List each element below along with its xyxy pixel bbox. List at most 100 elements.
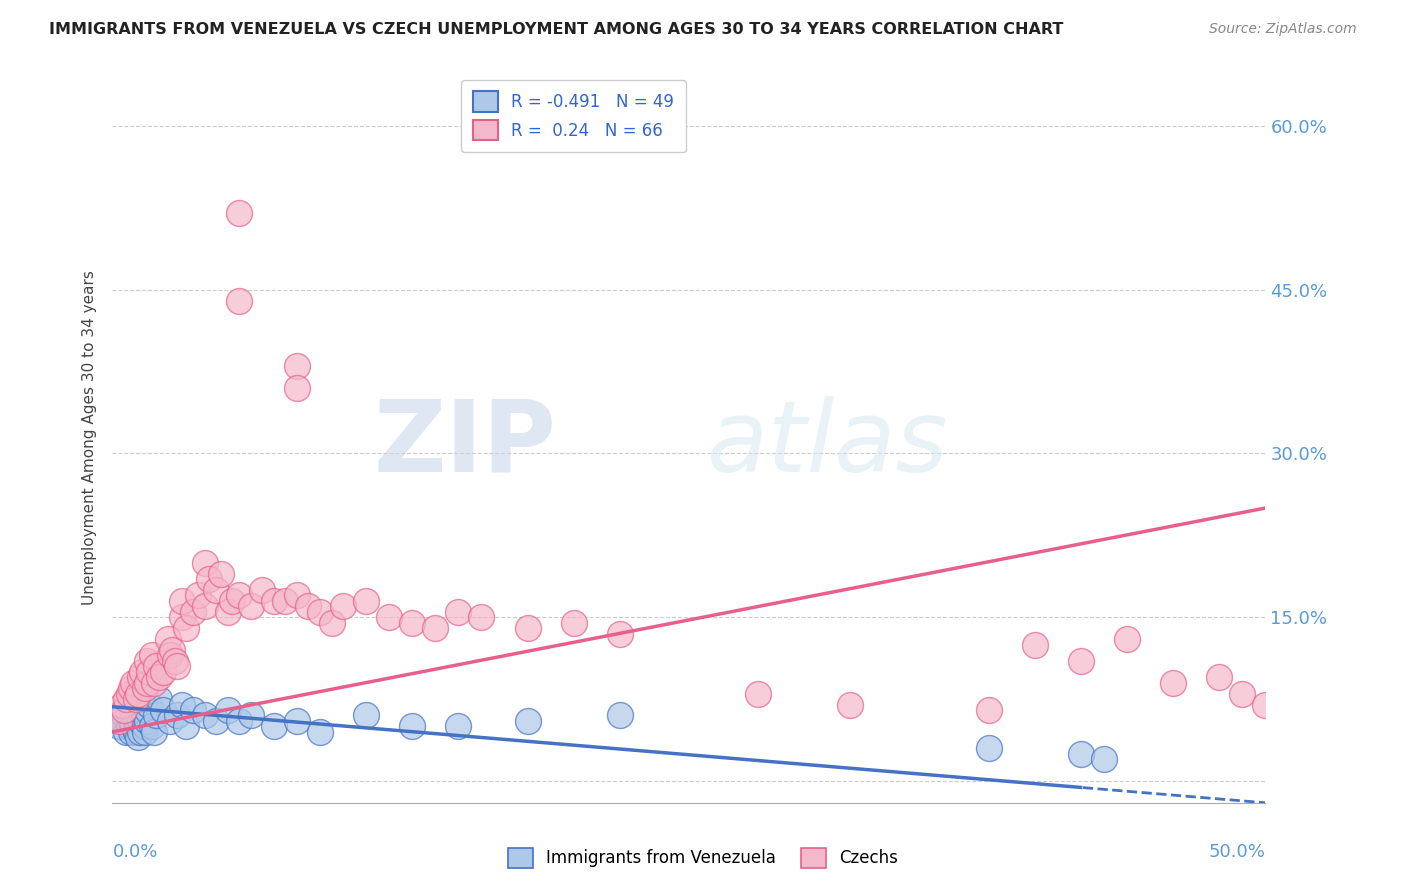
Point [228,714,250,728]
Point [252,582,274,597]
Point [148,692,170,706]
Point [138,698,160,712]
Point [1116,632,1139,646]
Point [198,572,221,586]
Point [117,719,139,733]
Point [263,719,285,733]
Point [516,714,538,728]
Point [1070,654,1092,668]
Point [120,681,142,695]
Point [127,687,149,701]
Point [209,566,232,581]
Legend: Immigrants from Venezuela, Czechs: Immigrants from Venezuela, Czechs [501,841,905,875]
Point [217,703,239,717]
Point [115,703,138,717]
Point [129,670,152,684]
Point [239,599,262,614]
Point [122,675,145,690]
Y-axis label: Unemployment Among Ages 30 to 34 years: Unemployment Among Ages 30 to 34 years [82,269,97,605]
Point [134,719,156,733]
Point [108,714,131,728]
Point [112,703,135,717]
Point [134,724,156,739]
Point [108,719,131,733]
Point [115,692,138,706]
Point [166,708,188,723]
Point [205,582,228,597]
Point [120,714,142,728]
Point [159,648,181,663]
Point [143,675,166,690]
Point [447,719,470,733]
Text: Source: ZipAtlas.com: Source: ZipAtlas.com [1209,22,1357,37]
Point [131,708,153,723]
Point [562,615,585,630]
Point [136,675,159,690]
Point [1070,747,1092,761]
Point [470,610,492,624]
Point [124,724,146,739]
Text: IMMIGRANTS FROM VENEZUELA VS CZECH UNEMPLOYMENT AMONG AGES 30 TO 34 YEARS CORREL: IMMIGRANTS FROM VENEZUELA VS CZECH UNEMP… [49,22,1063,37]
Point [141,648,163,663]
Point [122,708,145,723]
Text: atlas: atlas [706,396,948,493]
Point [131,665,153,679]
Point [1092,752,1115,766]
Point [134,681,156,695]
Point [285,381,308,395]
Point [120,724,142,739]
Point [122,719,145,733]
Point [1208,670,1230,684]
Point [1161,675,1184,690]
Text: ZIP: ZIP [374,396,557,493]
Point [217,605,239,619]
Legend: R = -0.491   N = 49, R =  0.24   N = 66: R = -0.491 N = 49, R = 0.24 N = 66 [461,79,686,152]
Point [136,703,159,717]
Text: 0.0%: 0.0% [112,843,157,861]
Point [129,724,152,739]
Point [143,724,166,739]
Point [977,741,1000,756]
Point [136,654,159,668]
Point [839,698,862,712]
Point [162,643,184,657]
Point [378,610,401,624]
Point [129,714,152,728]
Point [174,719,197,733]
Point [609,708,631,723]
Point [117,687,139,701]
Point [239,708,262,723]
Point [145,659,167,673]
Point [747,687,769,701]
Point [609,626,631,640]
Point [187,588,209,602]
Point [170,698,193,712]
Point [138,665,160,679]
Point [170,610,193,624]
Point [1254,698,1277,712]
Point [309,605,332,619]
Point [285,714,308,728]
Point [112,708,135,723]
Point [274,594,297,608]
Point [152,665,174,679]
Point [145,708,167,723]
Point [115,724,138,739]
Text: 50.0%: 50.0% [1209,843,1265,861]
Point [124,714,146,728]
Point [228,588,250,602]
Point [354,708,377,723]
Point [194,708,217,723]
Point [152,703,174,717]
Point [194,599,217,614]
Point [401,719,423,733]
Point [221,594,243,608]
Point [127,731,149,745]
Point [181,703,204,717]
Point [977,703,1000,717]
Point [148,670,170,684]
Point [425,621,447,635]
Point [516,621,538,635]
Point [136,714,159,728]
Point [228,206,250,220]
